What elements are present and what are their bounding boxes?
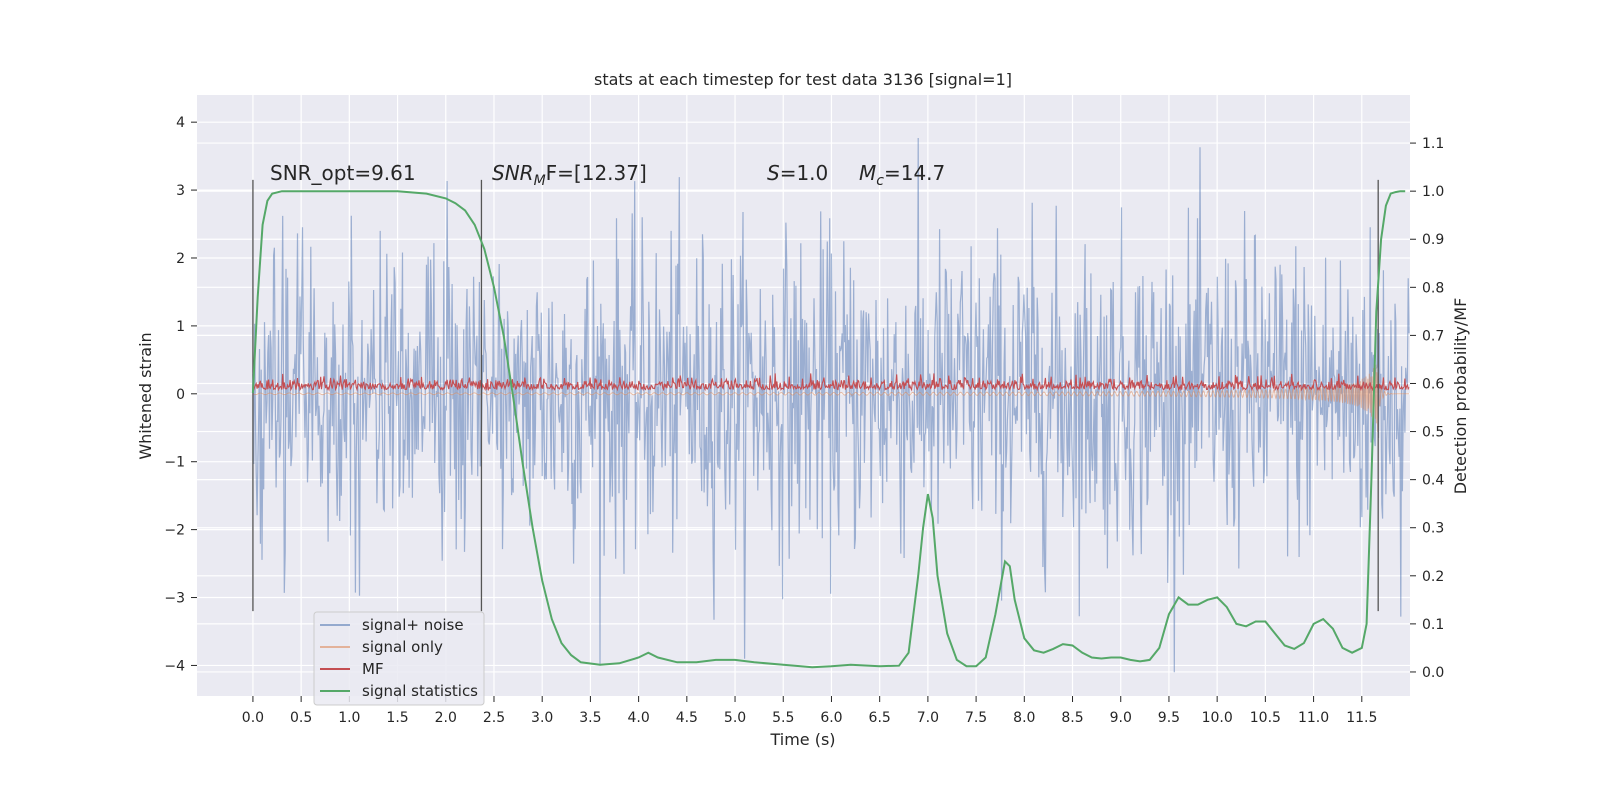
annotation-snr-mf-label: SNR [492,161,534,185]
legend: signal+ noise signal only MF signal stat… [313,611,485,706]
x-tick-label: 6.5 [869,710,891,726]
y-tick-label: 0 [176,387,185,403]
x-tick-label: 8.0 [1013,710,1035,726]
y2-tick-label: 0.8 [1422,280,1444,296]
legend-label-mf: MF [362,660,384,678]
y2-tick-label: 0.6 [1422,376,1444,392]
x-tick-label: 4.5 [676,710,698,726]
annotation-snr-mf-value: F=[12.37] [546,161,647,185]
annotation-mc: Mc=14.7 [859,161,945,189]
annotation-snr-mf: SNRMF=[12.37] [492,161,647,189]
grid [197,95,1410,696]
x-tick-label: 8.5 [1061,710,1083,726]
x-tick-label: 2.5 [483,710,505,726]
signal-line [252,364,1409,433]
x-tick-label: 5.0 [724,710,746,726]
y2-tick-label: 0.7 [1422,328,1444,344]
y2-axis-label: Detection probability/MF [1451,298,1470,495]
x-tick-label: 1.0 [338,710,360,726]
mf-line [252,373,1410,392]
annotation-mc-sub: c [876,173,884,189]
annotations: SNR_opt=9.61 SNRMF=[12.37] S=1.0 Mc=14.7 [270,161,945,189]
series-signal-noise [252,137,1410,673]
x-tick-label: 6.0 [820,710,842,726]
series-signal-only [252,364,1409,433]
annotation-snr-opt: SNR_opt=9.61 [270,161,416,185]
x-tick-label: 1.5 [386,710,408,726]
y2-axis-ticks: 1.1 1.0 0.9 0.8 0.7 0.6 0.5 0.4 0.3 0.2 0.1 0.0 [1410,136,1444,681]
x-tick-label: 0.5 [290,710,312,726]
vertical-markers [252,179,1379,612]
x-axis-ticks: 0.0 0.5 1.0 1.5 2.0 2.5 3.0 3.5 4.0 4.5 5.0 5.5 6.0 6… [242,696,1377,726]
y-axis-label: Whitened strain [136,332,155,459]
legend-label-noise: signal+ noise [362,616,464,634]
annotation-snr-mf-sub: M [534,173,546,189]
y-tick-label: −4 [164,658,185,674]
stats-line [251,190,1406,669]
x-tick-label: 10.0 [1202,710,1233,726]
series-signal-statistics [251,190,1406,669]
x-tick-label: 7.5 [965,710,987,726]
annotation-s: S=1.0 [767,161,828,185]
x-tick-label: 11.5 [1346,710,1377,726]
y2-tick-label: 0.0 [1422,665,1444,681]
x-tick-label: 5.5 [772,710,794,726]
y-tick-label: 2 [176,251,185,267]
y-tick-label: 1 [176,319,185,335]
x-tick-label: 11.0 [1298,710,1329,726]
annotation-s-label: S [767,161,780,185]
y2-tick-label: 0.4 [1422,473,1444,489]
x-tick-label: 9.5 [1158,710,1180,726]
y-tick-label: 4 [176,115,185,131]
chart-title: stats at each timestep for test data 313… [594,70,1012,89]
noise-line [252,137,1410,673]
y2-tick-label: 0.5 [1422,425,1444,441]
annotation-mc-label: M [859,161,876,185]
y2-tick-label: 0.3 [1422,521,1444,537]
x-tick-label: 10.5 [1250,710,1281,726]
y2-tick-label: 0.2 [1422,569,1444,585]
legend-box [313,611,485,706]
legend-label-stats: signal statistics [362,682,478,700]
x-tick-label: 7.0 [917,710,939,726]
y2-tick-label: 1.1 [1422,136,1444,152]
x-axis-label: Time (s) [769,730,835,749]
y-axis-ticks: 4 3 2 1 0 −1 −2 −3 −4 [164,115,197,674]
legend-label-signal: signal only [362,638,443,656]
y2-tick-label: 1.0 [1422,184,1444,200]
series-mf [252,373,1410,392]
x-tick-label: 9.0 [1110,710,1132,726]
x-tick-label: 4.0 [627,710,649,726]
y-tick-label: −2 [164,523,185,539]
x-tick-label: 2.0 [435,710,457,726]
annotation-s-value: =1.0 [780,161,829,185]
x-tick-label: 0.0 [242,710,264,726]
y2-tick-label: 0.1 [1422,617,1444,633]
x-tick-label: 3.5 [579,710,601,726]
x-tick-label: 3.0 [531,710,553,726]
y-tick-label: 3 [176,183,185,199]
y2-tick-label: 0.9 [1422,232,1444,248]
annotation-mc-value: =14.7 [884,161,945,185]
y-tick-label: −1 [164,455,185,471]
y-tick-label: −3 [164,591,185,607]
